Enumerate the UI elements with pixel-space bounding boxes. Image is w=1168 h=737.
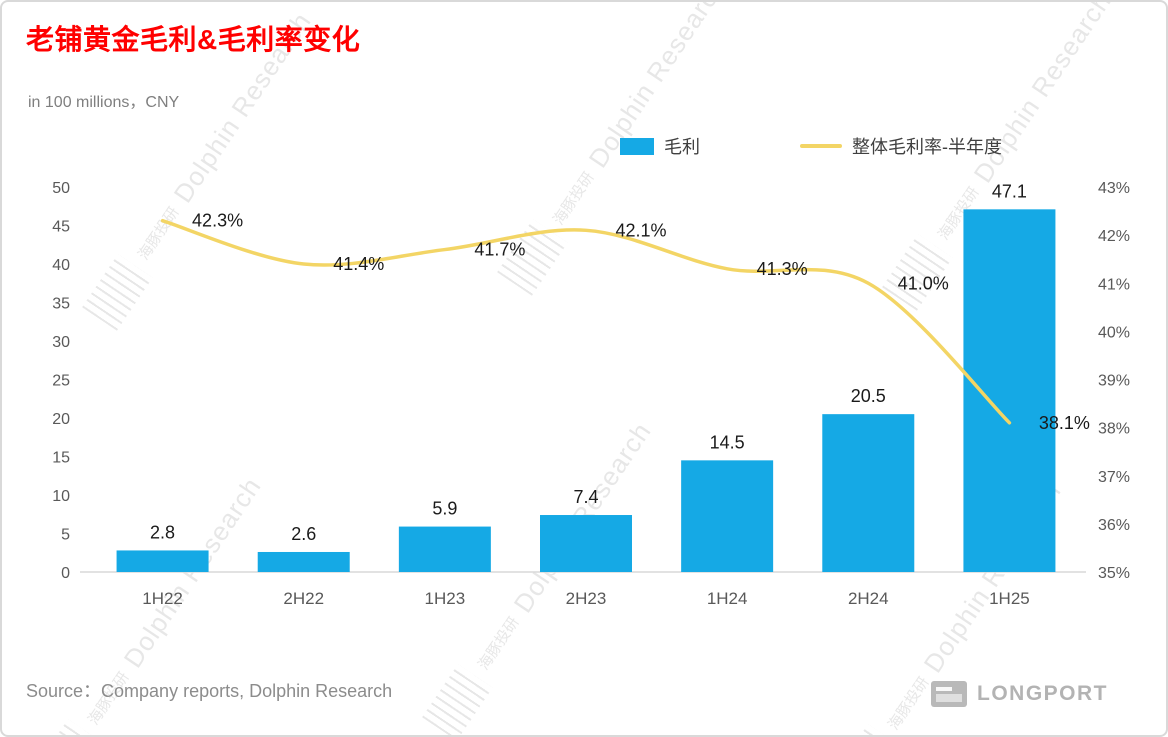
line-value-label: 42.1%	[615, 220, 666, 240]
left-axis-tick: 25	[52, 373, 70, 390]
left-axis-tick: 45	[52, 219, 70, 236]
legend-line-label: 整体毛利率-半年度	[852, 137, 1002, 157]
watermark-hatch-icon	[422, 664, 493, 735]
left-axis-tick: 20	[52, 411, 70, 428]
x-axis-label: 1H23	[425, 589, 466, 608]
bar-1H22	[116, 550, 209, 572]
left-axis-tick: 5	[61, 527, 70, 544]
line-value-label: 41.0%	[898, 273, 949, 293]
x-axis-label: 2H22	[283, 589, 324, 608]
bar-1H23	[398, 526, 491, 572]
left-axis-tick: 0	[61, 565, 70, 582]
bar-value-label: 2.8	[150, 522, 175, 542]
left-axis-tick: 15	[52, 450, 70, 467]
x-axis-label: 2H24	[848, 589, 889, 608]
bar-value-label: 5.9	[432, 499, 457, 519]
bar-2H22	[257, 551, 350, 572]
bar-1H24	[681, 460, 774, 572]
watermark-hatch-icon	[832, 724, 903, 735]
bar-swatch-icon	[620, 137, 654, 155]
line-value-label: 38.1%	[1039, 413, 1090, 433]
right-axis-tick: 43%	[1098, 180, 1130, 197]
x-axis-label: 1H24	[707, 589, 748, 608]
line-value-label: 41.4%	[333, 254, 384, 274]
bar-value-label: 7.4	[573, 487, 598, 507]
chart-subtitle: in 100 millions，CNY	[28, 94, 180, 111]
line-swatch-icon	[800, 144, 842, 148]
right-axis-tick: 42%	[1098, 228, 1130, 245]
right-axis-tick: 36%	[1098, 517, 1130, 534]
watermark-cn-text: 海豚投研	[884, 673, 933, 733]
legend: 毛利 整体毛利率-半年度	[620, 133, 1002, 159]
legend-item-line: 整体毛利率-半年度	[800, 133, 1002, 159]
x-axis-label: 1H22	[142, 589, 183, 608]
bar-value-label: 2.6	[291, 524, 316, 544]
right-axis-tick: 35%	[1098, 565, 1130, 582]
brand-name: LONGPORT	[977, 682, 1108, 705]
left-axis-tick: 10	[52, 488, 70, 505]
line-value-label: 42.3%	[192, 211, 243, 231]
longport-icon	[931, 681, 967, 707]
bar-2H23	[540, 515, 632, 572]
chart-canvas: 5045403530252015105043%42%41%40%39%38%37…	[52, 180, 1130, 608]
line-value-label: 41.3%	[757, 259, 808, 279]
right-axis-tick: 38%	[1098, 421, 1130, 438]
x-axis-label: 2H23	[566, 589, 607, 608]
x-axis-label: 1H25	[989, 589, 1030, 608]
left-axis-tick: 35	[52, 296, 70, 313]
left-axis-tick: 40	[52, 257, 70, 274]
source-note: Source：Company reports, Dolphin Research	[26, 681, 393, 701]
bar-value-label: 20.5	[851, 386, 886, 406]
longport-logo: LONGPORT	[931, 681, 1108, 707]
bar-value-label: 47.1	[992, 181, 1027, 201]
gross-margin-line	[160, 218, 1012, 425]
right-axis-tick: 37%	[1098, 469, 1130, 486]
legend-item-bar: 毛利	[620, 133, 700, 159]
right-axis-tick: 40%	[1098, 324, 1130, 341]
left-axis-tick: 50	[52, 180, 70, 197]
line-value-label: 41.7%	[474, 240, 525, 260]
legend-bar-label: 毛利	[664, 137, 700, 157]
right-axis-tick: 41%	[1098, 276, 1130, 293]
bar-value-label: 14.5	[710, 432, 745, 452]
right-axis-tick: 39%	[1098, 373, 1130, 390]
chart-title: 老铺黄金毛利&毛利率变化	[26, 24, 361, 55]
bar-2H24	[822, 414, 915, 572]
left-axis-tick: 30	[52, 334, 70, 351]
watermark-hatch-icon	[32, 719, 103, 735]
bar-1H25	[963, 209, 1056, 572]
